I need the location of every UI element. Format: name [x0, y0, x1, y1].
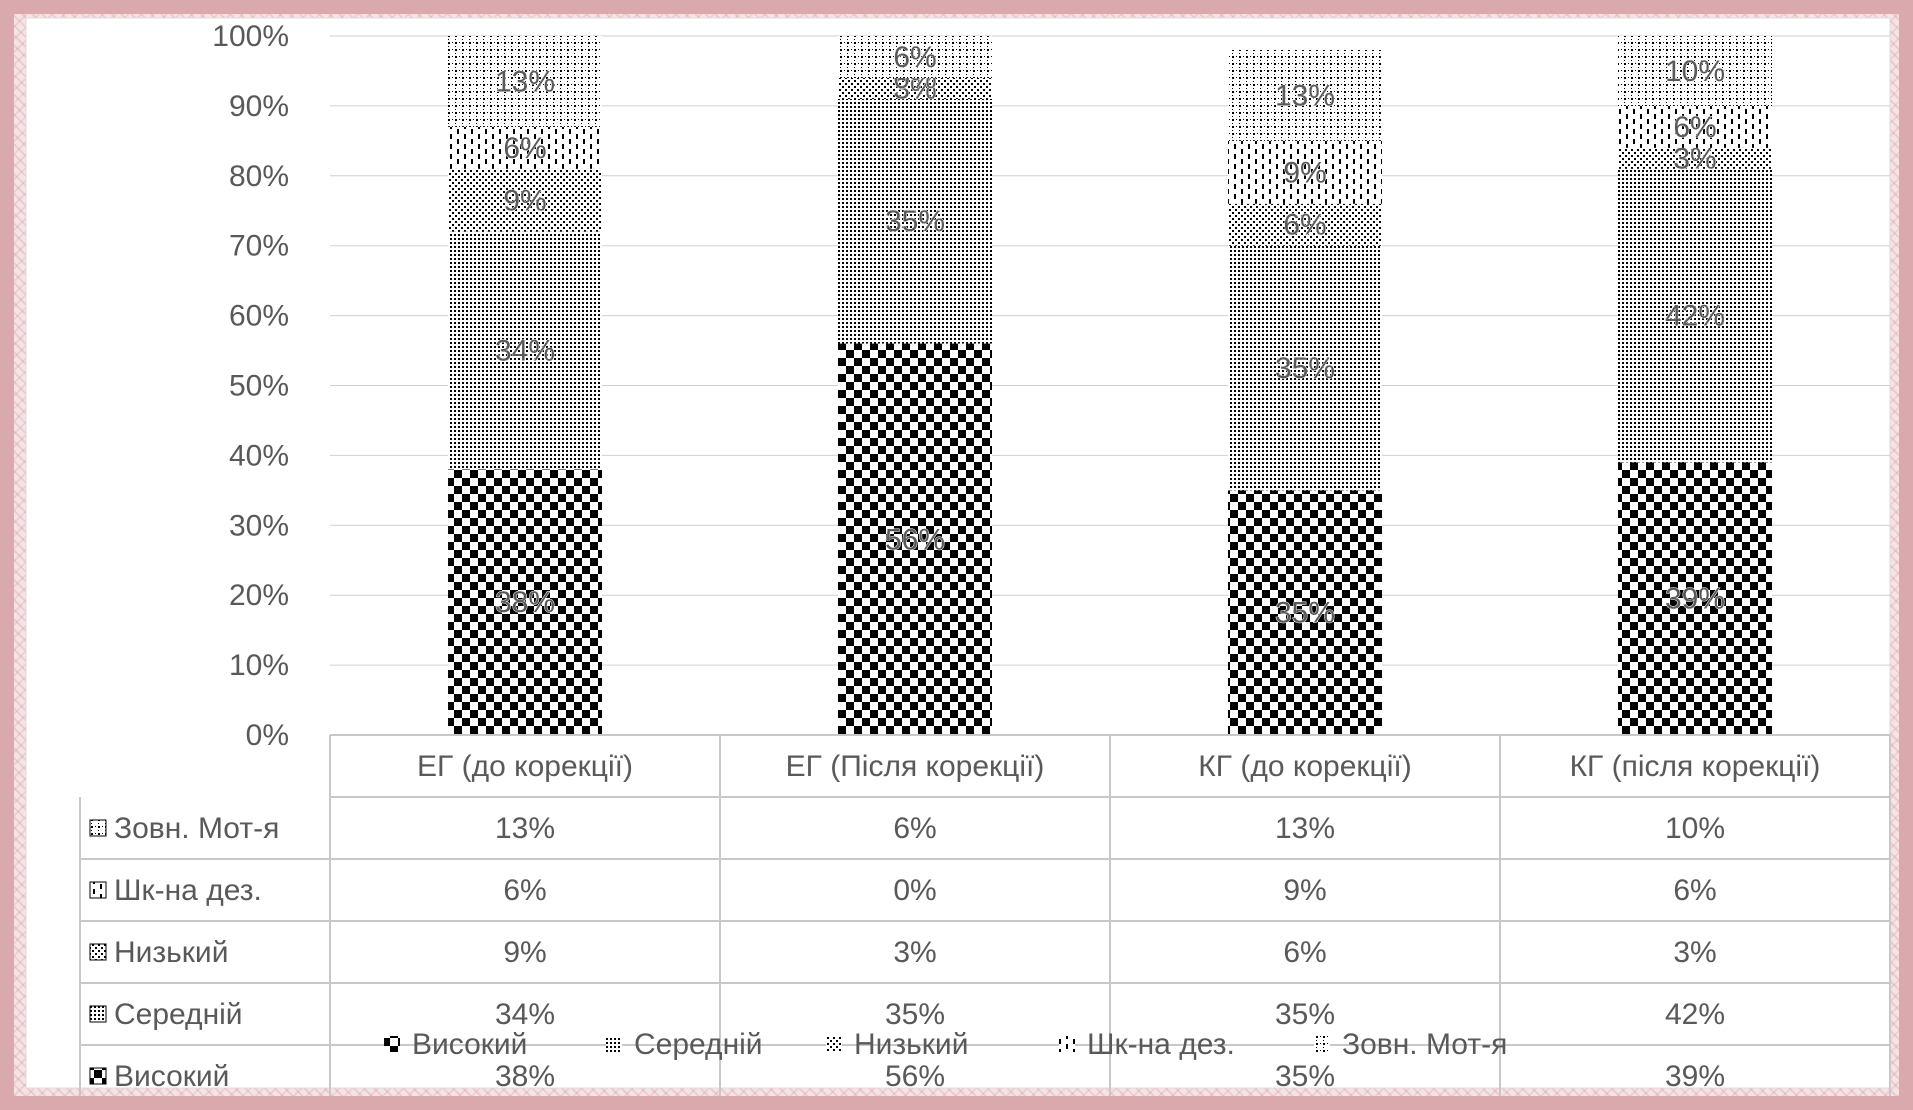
- y-tick-label: 80%: [229, 160, 289, 193]
- bar-segment: [838, 343, 992, 735]
- data-label: 38%: [495, 586, 555, 619]
- table-cell-value: 42%: [1665, 998, 1725, 1031]
- bar-segment: [448, 231, 602, 470]
- table-legend-key: [89, 943, 107, 961]
- table-series-name: Високий: [114, 1060, 229, 1093]
- y-tick-label: 0%: [246, 719, 289, 752]
- y-tick-label: 50%: [229, 370, 289, 403]
- legend-key: [606, 1036, 622, 1052]
- data-label: 39%: [1665, 583, 1725, 616]
- table-cell-value: 35%: [885, 998, 945, 1031]
- bar-segment: [1228, 490, 1382, 735]
- category-label: ЕГ (Після корекції): [786, 750, 1045, 783]
- y-tick-label: 90%: [229, 90, 289, 123]
- bars: 38%34%9%6%13%56%35%3%0%6%35%35%6%9%13%39…: [448, 36, 1772, 735]
- table-cell-value: 38%: [495, 1060, 555, 1093]
- legend: Високий Середній Низький Шк-на дез. Зовн. Мо…: [384, 1028, 1507, 1061]
- bar-segment: [448, 126, 602, 169]
- table-legend-key: [89, 1067, 107, 1085]
- data-label: 10%: [1665, 55, 1725, 88]
- table-cell-value: 0%: [893, 874, 936, 907]
- legend-key: [384, 1036, 400, 1052]
- table-cell-value: 6%: [503, 874, 546, 907]
- y-tick-label: 70%: [229, 230, 289, 263]
- bar-segment: [838, 36, 992, 78]
- bar-segment: [1618, 462, 1772, 735]
- stacked-bar-chart: 38% 34% 9% 6% 13% 56% 35% 3% 0% 6% 35% 35% 6% 9% 13% 39…: [25, 17, 1891, 1096]
- y-tick-label: 40%: [229, 439, 289, 472]
- bar-segment: [448, 36, 602, 127]
- legend-label: Шк-на дез.: [1087, 1028, 1235, 1061]
- data-label: 35%: [1275, 597, 1335, 630]
- bar-segment: [1228, 140, 1382, 204]
- table-cell-value: 10%: [1665, 812, 1725, 845]
- y-tick-label: 10%: [229, 649, 289, 682]
- bar-segment: [1228, 49, 1382, 141]
- y-tick-label: 30%: [229, 509, 289, 542]
- table-series-name: Низький: [114, 936, 228, 969]
- data-label: 34%: [495, 335, 555, 368]
- bar-segment: [838, 98, 992, 344]
- table-legend-key: [89, 1005, 107, 1023]
- bar-segment: [448, 168, 602, 232]
- table-cell-value: 9%: [503, 936, 546, 969]
- legend-key: [826, 1036, 842, 1052]
- legend-label: Низький: [854, 1028, 968, 1061]
- category-label: КГ (після корекції): [1570, 750, 1821, 783]
- table-series-name: Зовн. Мот-я: [114, 812, 279, 845]
- data-label: 9%: [503, 184, 546, 217]
- table-cell-value: 13%: [1275, 812, 1335, 845]
- chart-frame: 38% 34% 9% 6% 13% 56% 35% 3% 0% 6% 35% 35% 6% 9% 13% 39…: [14, 14, 1899, 1096]
- data-label: 35%: [885, 205, 945, 238]
- table-legend-key: [89, 819, 107, 837]
- y-tick-label: 60%: [229, 300, 289, 333]
- bar-segment: [448, 469, 602, 735]
- legend-key: [1059, 1036, 1075, 1052]
- table-cell-value: 3%: [893, 936, 936, 969]
- category-label: ЕГ (до корекції): [417, 750, 633, 783]
- table-cell-value: 6%: [1673, 874, 1716, 907]
- table-cell-value: 34%: [495, 998, 555, 1031]
- table-cell-value: 6%: [893, 812, 936, 845]
- bar-segment: [1618, 168, 1772, 463]
- bar-segment: [838, 77, 992, 99]
- legend-label: Високий: [412, 1028, 527, 1061]
- table-legend-key: [89, 881, 107, 899]
- data-label: 6%: [1283, 209, 1326, 242]
- data-label: 6%: [893, 41, 936, 74]
- legend-label: Середній: [634, 1028, 763, 1061]
- category-label: КГ (до корекції): [1198, 750, 1411, 783]
- table-cell-value: 35%: [1275, 1060, 1335, 1093]
- data-label: 56%: [885, 523, 945, 556]
- table-cell-value: 3%: [1673, 936, 1716, 969]
- legend-label: Зовн. Мот-я: [1342, 1028, 1507, 1061]
- data-label: 6%: [503, 132, 546, 165]
- bar-segment: [1228, 203, 1382, 246]
- table-series-name: Шк-на дез.: [114, 874, 262, 907]
- table-cell-value: 6%: [1283, 936, 1326, 969]
- table-cell-value: 35%: [1275, 998, 1335, 1031]
- table-series-name: Середній: [114, 998, 243, 1031]
- table-cell-value: 56%: [885, 1060, 945, 1093]
- bar-segment: [1618, 36, 1772, 106]
- y-tick-label: 20%: [229, 579, 289, 612]
- data-label: 35%: [1275, 352, 1335, 385]
- data-label: 13%: [1275, 79, 1335, 112]
- bar-segment: [1618, 105, 1772, 148]
- table-cell-value: 9%: [1283, 874, 1326, 907]
- data-label: 9%: [1283, 156, 1326, 189]
- data-table: ЕГ (до корекції) ЕГ (Після корекції) КГ (д…: [79, 734, 1891, 1096]
- bar-segment: [1228, 245, 1382, 491]
- data-label: 42%: [1665, 300, 1725, 333]
- table-cell-value: 39%: [1665, 1060, 1725, 1093]
- bar-segment: [1618, 147, 1772, 169]
- legend-key: [1314, 1036, 1330, 1052]
- table-cell-value: 13%: [495, 812, 555, 845]
- y-tick-label: 100%: [212, 20, 289, 53]
- data-label: 13%: [495, 65, 555, 98]
- data-label: 6%: [1673, 111, 1716, 144]
- y-axis: 0% 10% 20% 30% 40% 50% 60% 70% 80% 90% 100%: [212, 20, 289, 752]
